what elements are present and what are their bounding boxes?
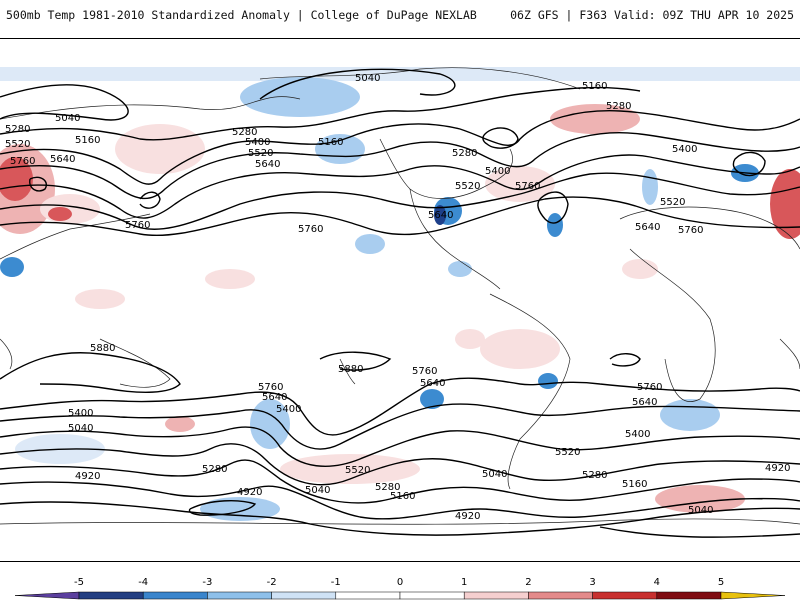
contour-labels: 5040 5040 5160 5160 5160 5280 5280 5280 … [5,73,790,522]
contour-label: 5520 [455,181,480,192]
contour-label: 5160 [75,135,100,146]
colorbar-swatch [720,591,786,600]
contour-label: 5880 [338,364,363,375]
contour-label: 5160 [582,81,607,92]
colorbar-tick-label: -3 [202,577,212,588]
contour-label: 5400 [276,404,301,415]
anomaly-map: 5040 5040 5160 5160 5160 5280 5280 5280 … [0,38,800,562]
contour-label: 5160 [318,137,343,148]
colorbar-tick-label: 5 [718,577,724,588]
contour-label: 5640 [262,392,287,403]
contour-label: 5040 [305,485,330,496]
colorbar-tick-label: -1 [331,577,341,588]
anomaly-shading [0,67,800,561]
colorbar-swatch [399,591,465,600]
contour-label: 5640 [635,222,660,233]
contour-label: 5520 [660,197,685,208]
colorbar-swatch [207,591,272,600]
contour-label: 5400 [68,408,93,419]
contour-label: 4920 [765,463,790,474]
colorbar-swatch [78,591,144,600]
contour-label: 5160 [622,479,647,490]
colorbar-swatch [528,591,593,600]
contour-label: 4920 [455,511,480,522]
contour-label: 5760 [678,225,703,236]
model-valid-time: 06Z GFS | F363 Valid: 09Z THU APR 10 202… [510,8,794,22]
contour-label: 5040 [482,469,507,480]
colorbar-tick-label: -4 [138,577,148,588]
colorbar-swatch [656,591,722,600]
contour-label: 5400 [485,166,510,177]
colorbar: -5 -4 -3 -2 -1 0 1 2 3 4 5 [0,572,800,600]
colorbar-swatch [142,591,208,600]
colorbar-swatch [271,591,337,600]
contour-label: 5400 [672,144,697,155]
contour-label: 5280 [375,482,400,493]
contour-label: 5520 [555,447,580,458]
contour-label: 5400 [625,429,650,440]
contour-label: 5280 [202,464,227,475]
contour-label: 5760 [637,382,662,393]
contour-label: 5280 [452,148,477,159]
contour-label: 5040 [355,73,380,84]
colorbar-tick-label: -5 [74,577,84,588]
contour-label: 5280 [606,101,631,112]
contour-label: 4920 [75,471,100,482]
contour-label: 5640 [50,154,75,165]
contour-label: 5520 [248,148,273,159]
contour-label: 5040 [688,505,713,516]
colorbar-swatch [592,591,658,600]
contour-label: 5520 [345,465,370,476]
colorbar-tick-label: 0 [397,577,403,588]
contour-label: 5640 [428,210,453,221]
height-contours [0,68,800,538]
colorbar-tick-label: 2 [525,577,531,588]
colorbar-tick-label: 4 [654,577,660,588]
contour-label: 4920 [237,487,262,498]
map-header: 500mb Temp 1981-2010 Standardized Anomal… [0,0,800,38]
contour-label: 5280 [582,470,607,481]
contour-label: 5160 [390,491,415,502]
contour-label: 5760 [125,220,150,231]
colorbar-tick-label: 1 [461,577,467,588]
map-title: 500mb Temp 1981-2010 Standardized Anomal… [6,8,477,22]
colorbar-ticks: -5 -4 -3 -2 -1 0 1 2 3 4 5 [74,577,724,588]
contour-label: 5760 [412,366,437,377]
contour-label: 5520 [5,139,30,150]
contour-label: 5400 [245,137,270,148]
colorbar-swatch [463,591,529,600]
contour-label: 5640 [255,159,280,170]
contour-label: 5280 [5,124,30,135]
contour-label: 5040 [55,113,80,124]
map-canvas: 5040 5040 5160 5160 5160 5280 5280 5280 … [0,67,800,561]
contour-label: 5040 [68,423,93,434]
colorbar-tick-label: 3 [589,577,595,588]
contour-label: 5760 [10,156,35,167]
contour-label: 5280 [232,127,257,138]
contour-label: 5640 [420,378,445,389]
colorbar-tick-label: -2 [267,577,277,588]
contour-label: 5880 [90,343,115,354]
colorbar-canvas: -5 -4 -3 -2 -1 0 1 2 3 4 5 [14,577,786,600]
colorbar-swatch [335,591,401,600]
colorbar-swatch [14,591,80,600]
contour-label: 5640 [632,397,657,408]
contour-label: 5760 [515,181,540,192]
contour-label: 5760 [298,224,323,235]
colorbar-swatches [14,591,786,600]
contour-label: 5760 [258,382,283,393]
